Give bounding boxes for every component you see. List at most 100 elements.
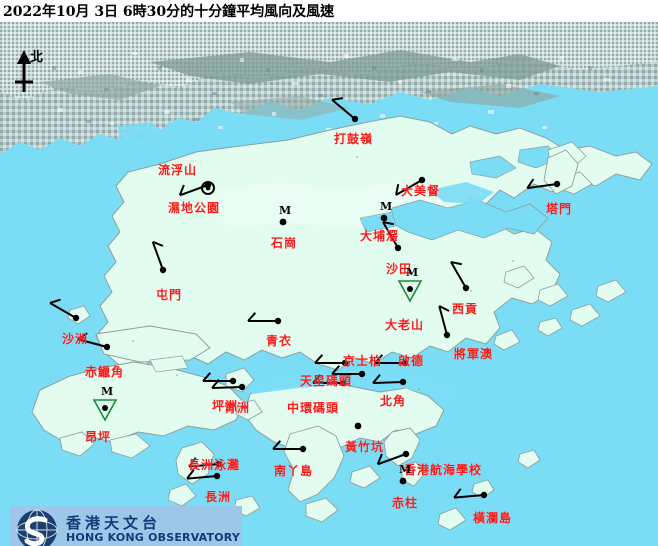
wind-station-marker[interactable] — [49, 298, 80, 322]
station-dot — [462, 284, 470, 292]
wind-station-marker[interactable] — [399, 477, 407, 485]
hko-logo-en: HONG KONG OBSERVATORY — [66, 531, 241, 545]
barb-feather — [186, 469, 195, 480]
station-label: 大埔滘 — [360, 229, 400, 243]
map-canvas[interactable]: 北 流浮山 濕地公園 打鼓嶺 大美督 塔門 M 石崗 M 大埔滘 沙田 屯門 西貢 沙洲 青衣 赤鱲角 M 大老… — [0, 22, 658, 546]
barb-feather — [331, 97, 344, 101]
barb-shaft — [377, 453, 407, 466]
barb-feather — [453, 488, 462, 499]
barb-shaft — [382, 221, 399, 249]
station-label: 黃竹坑 — [345, 440, 385, 454]
wind-station-marker[interactable] — [438, 305, 451, 339]
barb-feather — [374, 354, 384, 364]
north-arrow-icon — [15, 50, 33, 92]
station-dot — [339, 379, 347, 387]
wind-station-marker[interactable] — [397, 280, 423, 303]
barb-feather — [49, 298, 61, 304]
barb-feather — [450, 261, 462, 266]
station-dot — [213, 472, 221, 480]
wind-station-marker[interactable] — [331, 365, 366, 378]
wind-barb-layer — [49, 97, 561, 499]
station-label: 打鼓嶺 — [334, 132, 374, 146]
wind-station-marker[interactable] — [77, 332, 111, 351]
barb-feather — [382, 221, 394, 226]
wind-station-marker[interactable] — [312, 374, 347, 387]
station-dot — [102, 405, 108, 411]
barb-feather — [526, 178, 535, 189]
barb-feather — [372, 373, 381, 384]
station-label: 京士柏 — [343, 354, 383, 368]
wind-station-marker[interactable] — [151, 240, 167, 274]
station-dot — [229, 377, 237, 385]
wind-station-marker[interactable] — [201, 181, 215, 195]
wind-station-marker[interactable] — [272, 440, 307, 453]
station-dot — [399, 378, 407, 386]
barb-shaft — [77, 338, 108, 348]
station-label: 橫瀾島 — [473, 511, 513, 525]
station-label: 昂坪 — [85, 430, 112, 444]
wind-station-marker[interactable] — [92, 399, 118, 422]
barb-shaft — [187, 475, 218, 480]
wind-station-marker[interactable] — [186, 469, 221, 480]
station-dot — [215, 460, 223, 468]
station-label: 長洲泳灘 — [188, 458, 241, 472]
barb-shaft — [527, 183, 558, 190]
wind-station-marker[interactable] — [331, 97, 359, 123]
barb-feather — [331, 365, 341, 375]
wind-station-marker[interactable] — [188, 457, 223, 468]
station-dot — [553, 180, 561, 188]
barb-feather — [395, 184, 400, 196]
wind-station-marker[interactable] — [247, 312, 282, 325]
barb-shaft — [211, 386, 243, 390]
station-dot — [103, 343, 111, 351]
station-label: 青洲 — [224, 401, 251, 415]
hko-globe-s-icon — [16, 509, 58, 546]
wind-station-marker[interactable] — [450, 261, 470, 292]
wind-station-marker[interactable] — [376, 450, 410, 466]
wind-station-marker[interactable] — [202, 372, 237, 385]
wind-station-marker[interactable] — [382, 221, 402, 252]
barb-feather — [188, 457, 197, 468]
barb-feather — [438, 305, 450, 312]
hko-logo-zh: 香港天文台 — [66, 514, 162, 533]
wind-station-marker[interactable] — [380, 214, 388, 222]
hko-logo-text: 香港天文台 HONG KONG OBSERVATORY — [66, 514, 241, 545]
barb-shaft — [189, 463, 220, 468]
barb-shaft — [450, 261, 467, 289]
wind-station-marker[interactable] — [372, 373, 407, 386]
tap-mun-island — [543, 149, 579, 195]
calm-m-marker: M — [399, 463, 412, 476]
barb-feather — [178, 184, 185, 196]
station-label: 將軍澳 — [454, 347, 494, 361]
wind-station-marker[interactable] — [526, 178, 561, 190]
wind-station-marker[interactable] — [374, 354, 409, 367]
station-label: 南丫島 — [274, 464, 314, 478]
station-dot — [279, 218, 287, 226]
wind-station-marker[interactable] — [354, 422, 362, 430]
station-label: 青衣 — [266, 334, 293, 348]
calm-m-marker: M — [380, 200, 393, 213]
station-label: 啟德 — [398, 354, 425, 368]
calm-m-marker: M — [279, 204, 292, 217]
barb-shaft — [179, 184, 209, 197]
page-title: 2022年10月 3日 6時30分的十分鐘平均風向及風速 — [3, 4, 335, 20]
barb-shaft — [372, 381, 404, 385]
barb-feather — [272, 440, 282, 450]
station-label: 赤柱 — [392, 496, 419, 510]
station-label: 西貢 — [452, 302, 479, 316]
victoria-harbour — [248, 370, 470, 400]
barb-feather — [314, 354, 324, 364]
calm-m-marker: M — [406, 266, 419, 279]
wind-station-marker[interactable] — [279, 218, 287, 226]
wind-station-marker[interactable] — [453, 488, 488, 499]
calm-ring — [201, 181, 215, 195]
mountain-station-triangle — [397, 280, 423, 303]
station-dot — [394, 244, 402, 252]
wind-station-marker[interactable] — [314, 354, 349, 367]
wind-station-marker[interactable] — [395, 176, 426, 196]
barb-shaft — [395, 179, 423, 196]
station-dot — [407, 286, 413, 292]
station-dot — [358, 370, 366, 378]
station-dot — [399, 477, 407, 485]
